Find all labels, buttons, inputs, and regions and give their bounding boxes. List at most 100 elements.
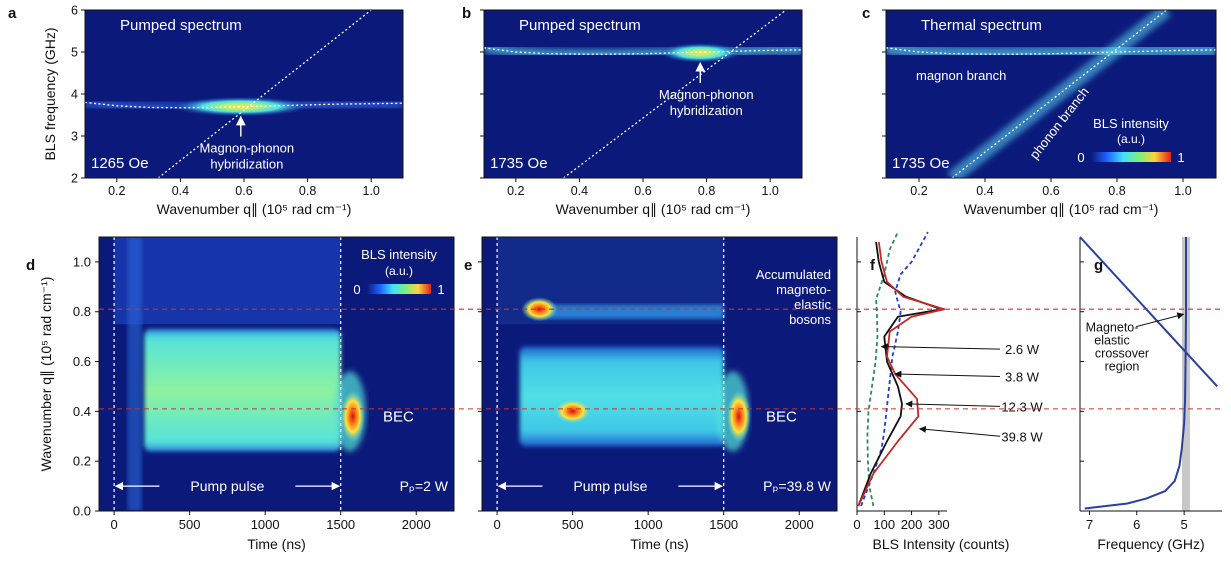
panel-b: 0.2 0.4 0.6 0.8 1.0 Wavenumber q∥ (10⁵ rad cm… [480,9,803,217]
y-tick-label: 0.4 [73,404,91,419]
condensate-band [519,346,724,447]
intensity-hotspot [340,390,365,443]
annotation-text: hybridization [670,103,743,118]
phonon-branch-curve [157,10,372,178]
x-tick-label: 0.4 [976,184,993,198]
x-axis-label: BLS Intensity (counts) [873,536,1010,552]
panel-letter-b: b [462,5,471,22]
x-tick-label: 100 [873,517,895,532]
x-tick-label: 0.6 [235,184,252,198]
profile-3-8-W [860,231,929,507]
panel-e: Pump pulse Pₚ=39.8 W BEC 0 500 1000 1500 2000 Ti… [478,236,838,552]
hybridization-hotspot [170,96,311,117]
heatmap-content [484,10,802,178]
heatmap-content [85,10,403,178]
series-label-arrow [918,425,1001,437]
x-tick-label: 1000 [634,517,663,532]
onset-streak [127,237,142,511]
bec-label: BEC [383,408,414,425]
x-axis-label: Wavenumber q∥ (10⁵ rad cm⁻¹) [556,201,751,217]
panel-letter-f: f [870,257,876,274]
upper-band [534,304,724,319]
series-label: 39.8 W [1001,429,1043,444]
x-axis-label: Frequency (GHz) [1097,536,1204,552]
x-tick-label: 0 [110,517,117,532]
accumulated-bosons-label: magneto- [776,282,831,297]
crossover-annotation: crossover [1095,347,1149,361]
colorbar-label: BLS intensity [1093,116,1169,131]
x-tick-label: 300 [928,517,950,532]
profile-39-8-W [857,241,946,507]
intensity-hotspot [521,297,558,322]
pump-pulse-label: Pump pulse [573,478,647,494]
x-tick-label: 0.2 [108,184,125,198]
x-tick-label: 0.2 [910,184,927,198]
crossover-annotation: Magneto- [1086,321,1139,335]
y-tick-label: 1.0 [73,254,91,269]
heatmap-background [484,10,802,178]
accumulated-bosons-label: elastic [794,297,831,312]
x-tick-label: 0.4 [172,184,189,198]
x-axis-label: Wavenumber q∥ (10⁵ rad cm⁻¹) [964,201,1159,217]
intensity-hotspot [554,399,591,424]
x-tick-label: 500 [562,517,584,532]
panel-c: 0.2 0.4 0.6 0.8 1.0 Wavenumber q∥ (10⁵ rad cm… [882,9,1217,217]
axes-frame [481,236,838,512]
colorbar-max: 1 [437,282,444,297]
series-label: 12.3 W [1001,399,1043,414]
panel-letter-d: d [26,257,35,274]
pump-power-label: Pₚ=2 W [400,478,449,494]
x-tick-label: 500 [179,517,201,532]
x-tick-label: 0.6 [634,184,651,198]
x-tick-label: 0.4 [571,184,588,198]
y-tick-label: 6 [71,4,78,18]
x-tick-label: 2000 [402,517,431,532]
field-label: 1735 Oe [892,155,950,172]
annotation-text: hybridization [210,157,283,172]
panel-d: Pump pulse Pₚ=2 W BEC 0 500 1000 1500 2000 0.0 0.… [38,236,455,552]
field-label: 1735 Oe [490,155,548,172]
x-tick-label: 5 [1181,517,1188,532]
x-tick-label: 0.2 [507,184,524,198]
x-tick-label: 1.0 [363,184,380,198]
colorbar-min: 0 [353,282,360,297]
axes-frame [84,9,404,179]
series-label: 3.8 W [1005,369,1040,384]
x-axis-label: Time (ns) [630,536,689,552]
y-axis-label: Wavenumber q∥ (10⁵ rad cm⁻¹) [38,277,54,472]
y-tick-label: 5 [71,46,78,60]
annotation-text: Magnon-phonon [659,87,754,102]
colorbar-min: 0 [1077,150,1084,165]
colorbar-max: 1 [1177,150,1184,165]
y-tick-label: 0.2 [73,454,91,469]
x-tick-label: 1.0 [1174,184,1191,198]
noise-region [114,237,341,325]
phonon-dispersion-curve [1079,236,1219,388]
x-tick-label: 1500 [326,517,355,532]
panel-f: 0 100 200 300 2.6 W 3.8 W 12.3 W 39.8 W BLS Inte… [853,231,1043,552]
axes-frame [885,9,1217,179]
panel-title: Thermal spectrum [921,17,1042,34]
y-tick-label: 0.8 [73,304,91,319]
x-axis-label: Time (ns) [247,536,306,552]
crossover-annotation: region [1105,360,1140,374]
x-tick-label: 1000 [251,517,280,532]
x-tick-label: 2000 [785,517,814,532]
panel-title: Pumped spectrum [120,17,242,34]
colorbar-unit: (a.u.) [385,264,413,278]
x-tick-label: 1500 [709,517,738,532]
colorbar [367,284,431,294]
magnon-dispersion-curve [1084,237,1188,510]
axes-frame [98,236,455,512]
x-tick-label: 0.6 [1042,184,1059,198]
series-label: 2.6 W [1005,342,1040,357]
y-tick-label: 3 [71,130,78,144]
x-tick-label: 200 [901,517,923,532]
y-tick-label: 2 [71,172,78,186]
panel-title: Pumped spectrum [519,17,641,34]
hybridization-hotspot [658,42,743,63]
magnon-branch-curve [85,101,403,109]
phonon-branch-curve [563,10,787,178]
magnon-branch-curve [484,47,802,55]
